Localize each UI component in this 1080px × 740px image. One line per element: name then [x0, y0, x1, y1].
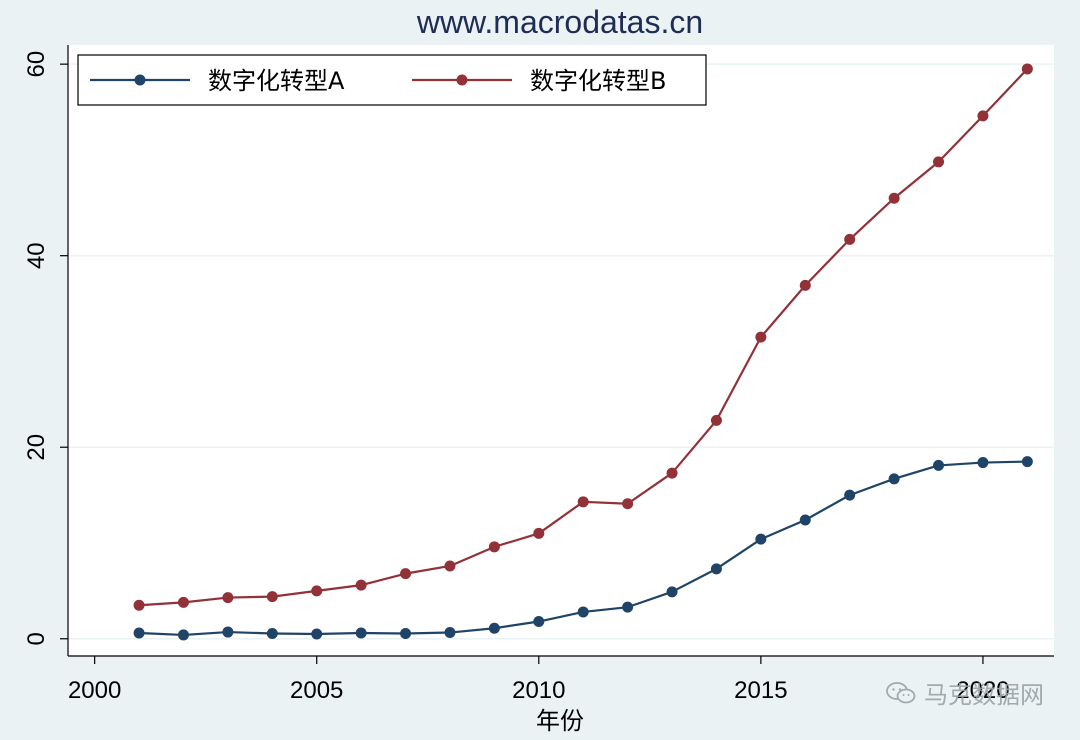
x-tick-label: 2000 [68, 677, 121, 704]
data-point [177, 596, 189, 608]
data-point [488, 622, 500, 634]
x-tick-label: 2015 [734, 677, 787, 704]
data-point [355, 627, 367, 639]
data-point [133, 627, 145, 639]
data-point [533, 527, 545, 539]
legend: 数字化转型A 数字化转型B [77, 54, 707, 106]
data-point [799, 279, 811, 291]
legend-item-b: 数字化转型B [412, 67, 666, 95]
data-point [666, 586, 678, 598]
data-point [266, 627, 278, 639]
legend-swatch-marker [456, 74, 468, 86]
series-b [133, 63, 1033, 611]
data-point [1021, 63, 1033, 75]
data-point [444, 627, 456, 639]
data-point [222, 592, 234, 604]
data-point [488, 541, 500, 553]
data-point [977, 110, 989, 122]
data-point [888, 192, 900, 204]
wechat-icon [886, 681, 916, 703]
watermark-text: 马克数据网 [924, 681, 1044, 709]
data-point [755, 331, 767, 343]
x-tick-label: 2020 [956, 677, 1009, 704]
y-tick-label: 40 [23, 242, 50, 269]
x-axis-label: 年份 [536, 707, 584, 735]
x-tick-label: 2010 [512, 677, 565, 704]
series-a [133, 456, 1033, 641]
data-point [133, 599, 145, 611]
data-point [577, 496, 589, 508]
data-point [400, 568, 412, 580]
legend-label: 数字化转型A [208, 67, 345, 95]
data-point [844, 489, 856, 501]
data-point [666, 467, 678, 479]
data-point [311, 628, 323, 640]
data-point [710, 414, 722, 426]
data-point [1021, 456, 1033, 468]
plot-area [68, 45, 1054, 656]
y-tick-label: 60 [23, 51, 50, 78]
data-point [755, 533, 767, 545]
legend-label: 数字化转型B [530, 67, 666, 95]
legend-item-a: 数字化转型A [90, 67, 345, 95]
data-point [444, 560, 456, 572]
x-tick-label: 2005 [290, 677, 343, 704]
data-point [888, 473, 900, 485]
y-tick-label: 20 [23, 434, 50, 461]
series-layer [133, 63, 1033, 641]
y-tick-label: 0 [23, 632, 50, 645]
chart-title: www.macrodatas.cn [416, 4, 703, 40]
data-point [844, 233, 856, 245]
data-point [222, 626, 234, 638]
data-point [533, 616, 545, 628]
data-point [311, 585, 323, 597]
axes: 0 20 40 60 2000 2005 2010 2015 2020 [23, 45, 1054, 704]
data-point [933, 459, 945, 471]
data-point [933, 156, 945, 168]
data-point [799, 514, 811, 526]
data-point [177, 629, 189, 641]
data-point [622, 498, 634, 510]
data-point [577, 606, 589, 618]
data-point [400, 627, 412, 639]
data-point [710, 563, 722, 575]
data-point [622, 601, 634, 613]
data-point [355, 579, 367, 591]
watermark: 马克数据网 [886, 675, 1044, 710]
data-point [977, 457, 989, 469]
legend-swatch-marker [134, 74, 146, 86]
data-point [266, 591, 278, 603]
